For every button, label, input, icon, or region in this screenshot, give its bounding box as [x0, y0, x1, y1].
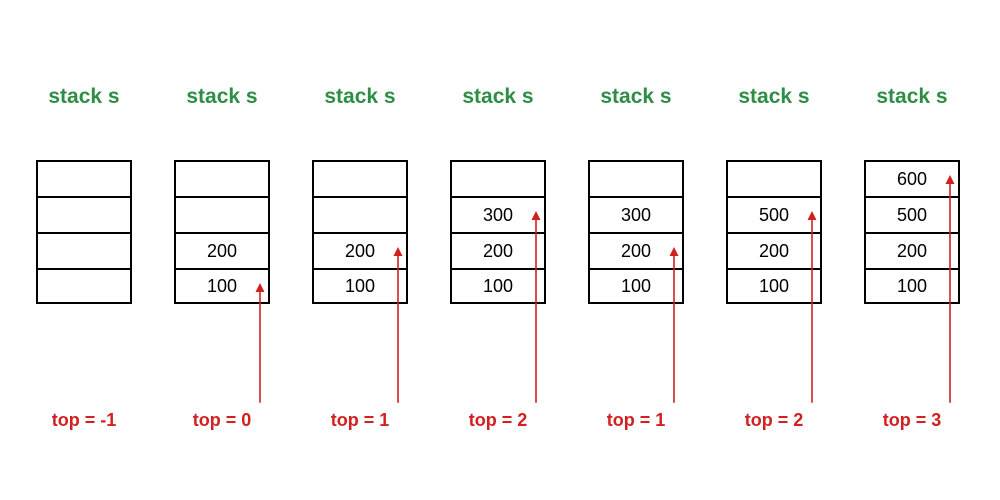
stack-top-caption: top = -1	[26, 410, 142, 431]
stack-cell: 300	[588, 196, 684, 232]
stack-title: stack s	[36, 85, 132, 109]
stack-top-caption: top = 0	[164, 410, 280, 431]
stack-cell	[36, 268, 132, 304]
stack-top-caption: top = 3	[854, 410, 970, 431]
stack-cells: 300200100	[588, 160, 684, 304]
stack-cell	[174, 196, 270, 232]
stack-cell: 200	[450, 232, 546, 268]
stack-cell: 200	[864, 232, 960, 268]
stack-title: stack s	[174, 85, 270, 109]
stack-cell	[726, 160, 822, 196]
stack-cell: 200	[174, 232, 270, 268]
stack-cell: 100	[588, 268, 684, 304]
stack-top-caption: top = 1	[578, 410, 694, 431]
stack-cell	[450, 160, 546, 196]
stack-cells	[36, 160, 132, 304]
stack-cell: 100	[864, 268, 960, 304]
stack-cell: 100	[726, 268, 822, 304]
stack-title: stack s	[312, 85, 408, 109]
stack-title: stack s	[450, 85, 546, 109]
stack-cells: 200100	[312, 160, 408, 304]
stack-cell: 200	[726, 232, 822, 268]
stack-cells: 300200100	[450, 160, 546, 304]
stack-cell	[36, 196, 132, 232]
stack-title: stack s	[864, 85, 960, 109]
stack-cell	[174, 160, 270, 196]
stack-cell: 200	[312, 232, 408, 268]
stack-title: stack s	[726, 85, 822, 109]
stack-cell: 200	[588, 232, 684, 268]
stack-cell: 300	[450, 196, 546, 232]
stack-top-caption: top = 2	[440, 410, 556, 431]
stack-cell	[312, 196, 408, 232]
stack-cell: 500	[726, 196, 822, 232]
stack-cell: 600	[864, 160, 960, 196]
stack-cell: 100	[450, 268, 546, 304]
stack-title: stack s	[588, 85, 684, 109]
stack-cells: 600500200100	[864, 160, 960, 304]
stack-cell: 100	[174, 268, 270, 304]
stack-cells: 200100	[174, 160, 270, 304]
stack-cell	[36, 232, 132, 268]
stack-cell	[588, 160, 684, 196]
stack-cell: 500	[864, 196, 960, 232]
stack-top-caption: top = 2	[716, 410, 832, 431]
stack-cell: 100	[312, 268, 408, 304]
stack-top-caption: top = 1	[302, 410, 418, 431]
stack-cells: 500200100	[726, 160, 822, 304]
stack-cell	[312, 160, 408, 196]
stack-cell	[36, 160, 132, 196]
